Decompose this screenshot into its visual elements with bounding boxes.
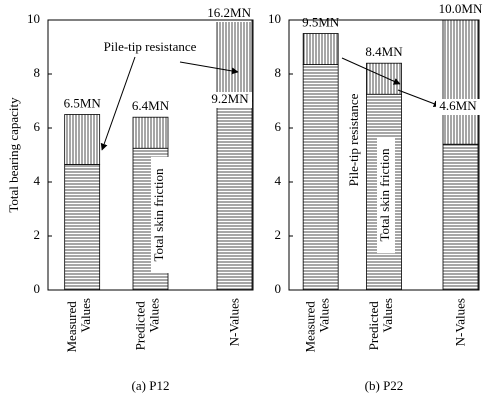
y-tick-label: 10 bbox=[27, 11, 40, 26]
label-bg bbox=[91, 39, 209, 57]
plot-frame bbox=[47, 19, 254, 291]
bar-segment bbox=[302, 64, 339, 290]
label-bg bbox=[346, 81, 364, 199]
y-tick-label: 2 bbox=[275, 227, 282, 242]
bar-segment bbox=[366, 62, 402, 95]
total-label: 9.5MN bbox=[302, 14, 340, 29]
series-annotation: Pile-tip resistance bbox=[346, 93, 361, 186]
y-tick-label: 8 bbox=[275, 65, 282, 80]
label-bg bbox=[208, 92, 252, 108]
bar-segment bbox=[442, 143, 479, 290]
series-annotation: Total skin friction bbox=[377, 148, 392, 241]
x-tick-label: Measured Values bbox=[303, 298, 332, 353]
total-label: 16.2MN bbox=[207, 5, 251, 20]
y-tick-label: 4 bbox=[275, 173, 282, 188]
bar-segment bbox=[366, 93, 402, 290]
y-axis-label: Total bearing capacity bbox=[6, 97, 21, 213]
annotation: Pile-tip resistance bbox=[346, 81, 364, 199]
arrow bbox=[179, 61, 239, 75]
y-tick-label: 2 bbox=[34, 227, 41, 242]
arrow bbox=[341, 57, 401, 85]
y-tick-label: 10 bbox=[268, 11, 281, 26]
series-annotation: Total skin friction bbox=[151, 168, 166, 261]
y-tick-label: 0 bbox=[275, 281, 282, 296]
total-label: 6.4MN bbox=[132, 98, 170, 113]
bar-segment bbox=[64, 164, 101, 290]
x-tick-label: N-Values bbox=[227, 298, 242, 346]
x-tick-label: N-Values bbox=[453, 298, 468, 346]
series-annotation: Pile-tip resistance bbox=[104, 39, 197, 54]
y-tick-label: 0 bbox=[34, 281, 41, 296]
y-tick-label: 6 bbox=[34, 119, 41, 134]
label-bg bbox=[436, 99, 480, 115]
annotation: Total skin friction bbox=[151, 156, 169, 274]
panel: 6.5MN Measured Values 6.4MN Predicted Value… bbox=[6, 5, 254, 393]
subtitle: (b) P22 bbox=[365, 378, 404, 393]
x-tick-label: Measured Values bbox=[64, 298, 93, 353]
bar-segment bbox=[216, 100, 253, 290]
subtitle: (a) P12 bbox=[132, 378, 170, 393]
bar-segment bbox=[132, 116, 169, 149]
bar-segment bbox=[302, 33, 339, 65]
total-label: 8.4MN bbox=[365, 44, 403, 59]
value-label: 4.6MN bbox=[439, 98, 477, 113]
plot-frame bbox=[288, 19, 480, 291]
total-label: 10.0MN bbox=[439, 1, 483, 16]
panel: 9.5MN Measured Values 8.4MN Predicted Value… bbox=[268, 1, 483, 393]
arrow bbox=[100, 56, 136, 151]
arrow bbox=[397, 89, 441, 108]
label-bg bbox=[201, 6, 251, 22]
x-tick-label: Predicted Values bbox=[366, 298, 395, 350]
annotation: Pile-tip resistance bbox=[91, 39, 209, 57]
y-tick-label: 6 bbox=[275, 119, 282, 134]
plot-area bbox=[302, 20, 479, 290]
bar-segment bbox=[442, 20, 479, 145]
annotation: Total skin friction bbox=[377, 136, 395, 254]
y-tick-label: 8 bbox=[34, 65, 41, 80]
value-label: 9.2MN bbox=[211, 91, 249, 106]
label-bg bbox=[151, 156, 169, 274]
total-label: 6.5MN bbox=[64, 95, 102, 110]
x-tick-label: Predicted Values bbox=[133, 298, 162, 350]
bar-segment bbox=[64, 114, 101, 165]
label-bg bbox=[377, 136, 395, 254]
y-tick-label: 4 bbox=[34, 173, 41, 188]
